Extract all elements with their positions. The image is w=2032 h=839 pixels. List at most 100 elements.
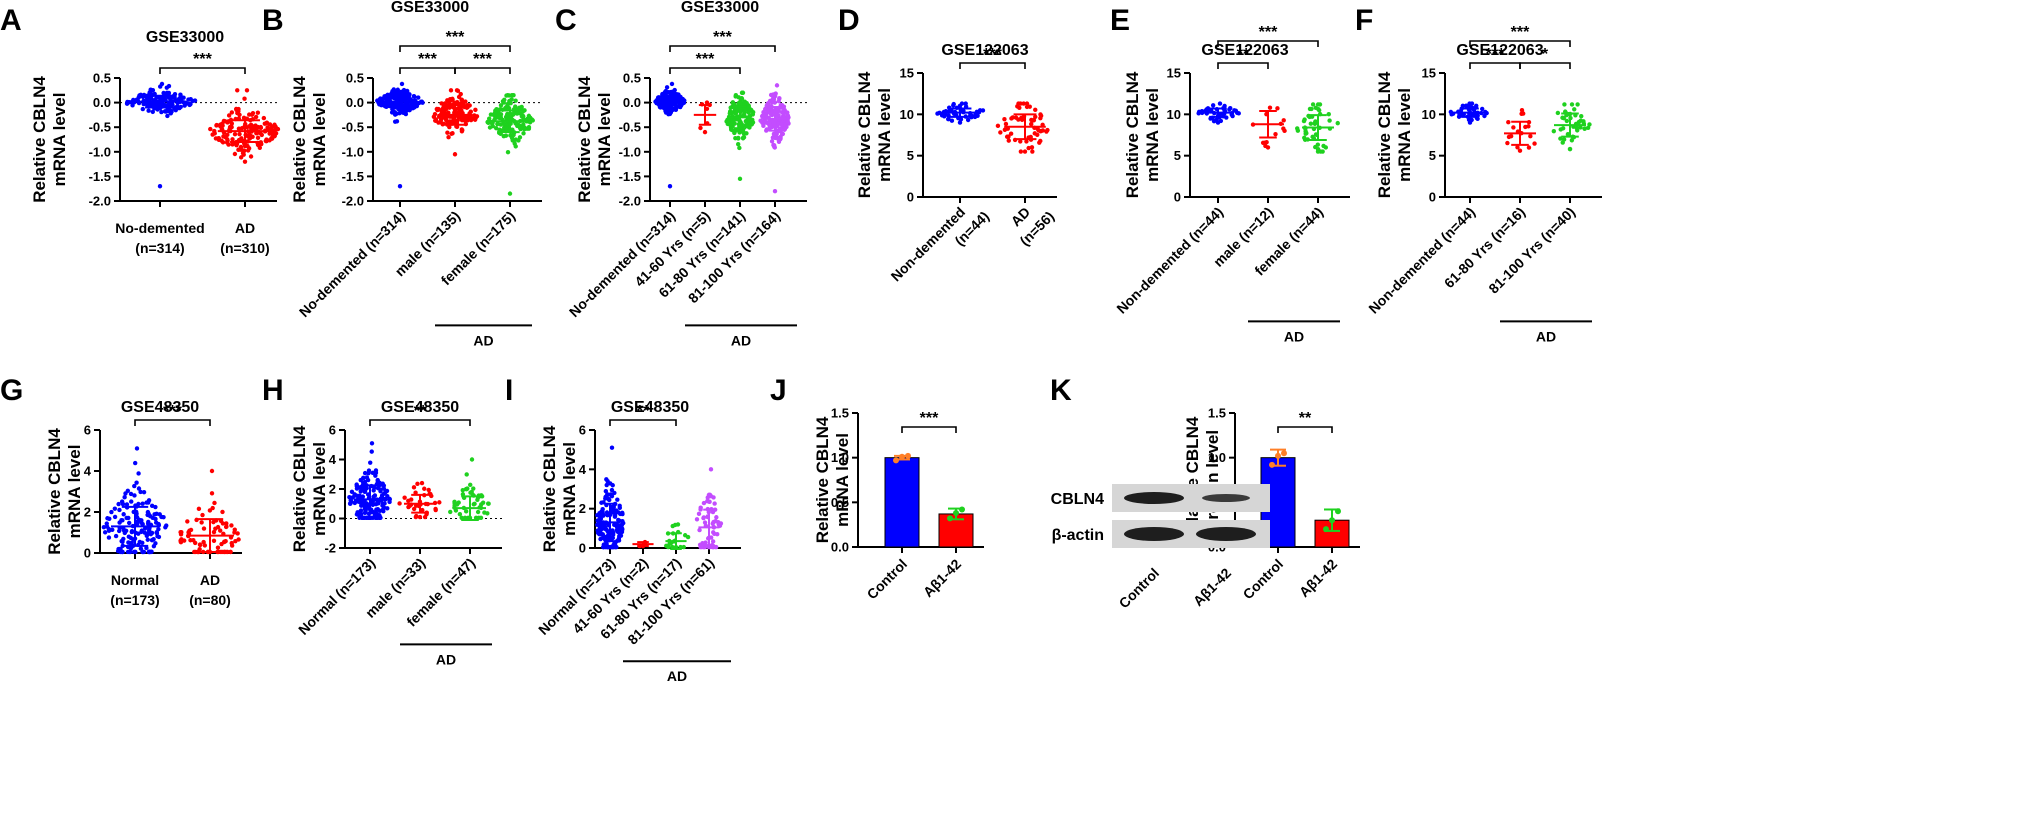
data-point [201,526,207,531]
data-point [134,480,139,485]
data-point [465,118,470,123]
panel-label: B [262,4,284,37]
data-point [365,477,371,483]
y-tick-label: 2 [329,482,336,497]
data-point [445,130,450,135]
data-point [448,509,453,515]
data-points [758,83,791,194]
data-point [137,539,143,545]
y-tick-label: 0 [1174,190,1181,205]
data-point [185,519,190,524]
data-point [1281,126,1286,131]
data-point [138,546,144,551]
data-point [602,534,607,540]
data-point [219,138,224,143]
data-point [128,491,134,497]
panel-f: F GSE122063 Relative CBLN4 mRNA level 0 5 10 15… [1355,4,1602,344]
data-point [364,485,369,491]
data-point [214,122,219,128]
data-point [387,496,392,502]
data-point [392,96,397,101]
data-point [413,490,418,495]
replicate-point [905,452,911,459]
data-point [1575,102,1580,107]
data-point [101,524,107,530]
data-point [768,112,774,117]
y-tick-label: -1.5 [342,169,364,184]
data-point [452,503,457,508]
x-category-label: Aβ1-42 [1296,556,1340,600]
data-point [381,486,387,491]
data-point [201,539,206,545]
y-tick-label: 15 [1167,66,1181,81]
data-point [348,501,353,506]
data-point [1024,139,1029,144]
data-point [614,524,620,529]
y-axis-label-line: Relative CBLN4 [813,416,832,543]
data-point [616,517,621,523]
data-point [110,527,115,532]
data-point [1551,128,1557,134]
data-point [208,126,213,132]
data-point [468,482,473,488]
data-point [1281,118,1286,123]
panel-label: D [838,4,860,37]
data-point [153,504,158,510]
data-point [699,544,704,550]
data-point [743,123,749,128]
data-point [1448,109,1454,115]
data-point [707,499,712,504]
data-point [1511,125,1516,130]
data-point [697,527,702,533]
data-point [771,96,777,102]
data-point [677,104,683,109]
data-point [156,534,162,540]
y-tick-label: -1.5 [89,169,111,184]
data-point [193,549,198,555]
blot-band [1124,492,1184,504]
data-point [196,506,202,512]
data-point [399,81,405,87]
significance-bracket [1217,40,1319,47]
data-point [136,486,142,491]
y-axis-label: Relative CBLN4 mRNA level [290,425,329,552]
data-point [475,497,480,502]
data-point [696,511,702,517]
data-point [701,500,707,506]
data-point [456,94,462,100]
data-point [187,528,192,533]
data-point [496,114,501,119]
data-point [384,104,389,110]
replicate-point [947,515,953,522]
data-point [426,487,431,493]
x-category-label: Control [1240,556,1287,603]
x-category-label: AD(n=56) [1007,204,1057,249]
data-point [264,120,270,126]
significance-label: * [1542,46,1549,63]
data-point [1309,106,1314,112]
y-axis-label-line: Relative CBLN4 [30,76,49,203]
data-point [505,149,511,155]
data-point [680,96,685,102]
data-point [142,530,147,535]
data-point [485,119,490,125]
data-point [1234,110,1240,116]
data-point [218,528,223,533]
data-point [129,529,135,535]
data-point [232,527,237,532]
panel-label: J [770,374,787,407]
y-axis-label: Relative CBLN4 mRNA level [290,76,329,203]
data-point [247,132,252,138]
significance-label: *** [1511,24,1530,41]
y-tick-label: 4 [84,464,92,479]
data-point [153,541,158,546]
y-tick-label: 0 [84,546,91,561]
replicate-point [899,453,905,460]
data-point [129,540,134,545]
y-axis-label-line: mRNA level [65,445,84,539]
significance-bracket [959,62,1026,69]
data-point [998,130,1003,135]
significance-bracket [669,45,776,52]
